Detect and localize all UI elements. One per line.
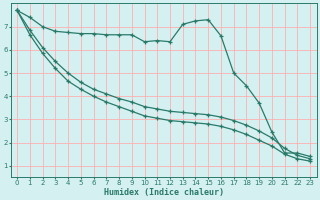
X-axis label: Humidex (Indice chaleur): Humidex (Indice chaleur) [104, 188, 224, 197]
